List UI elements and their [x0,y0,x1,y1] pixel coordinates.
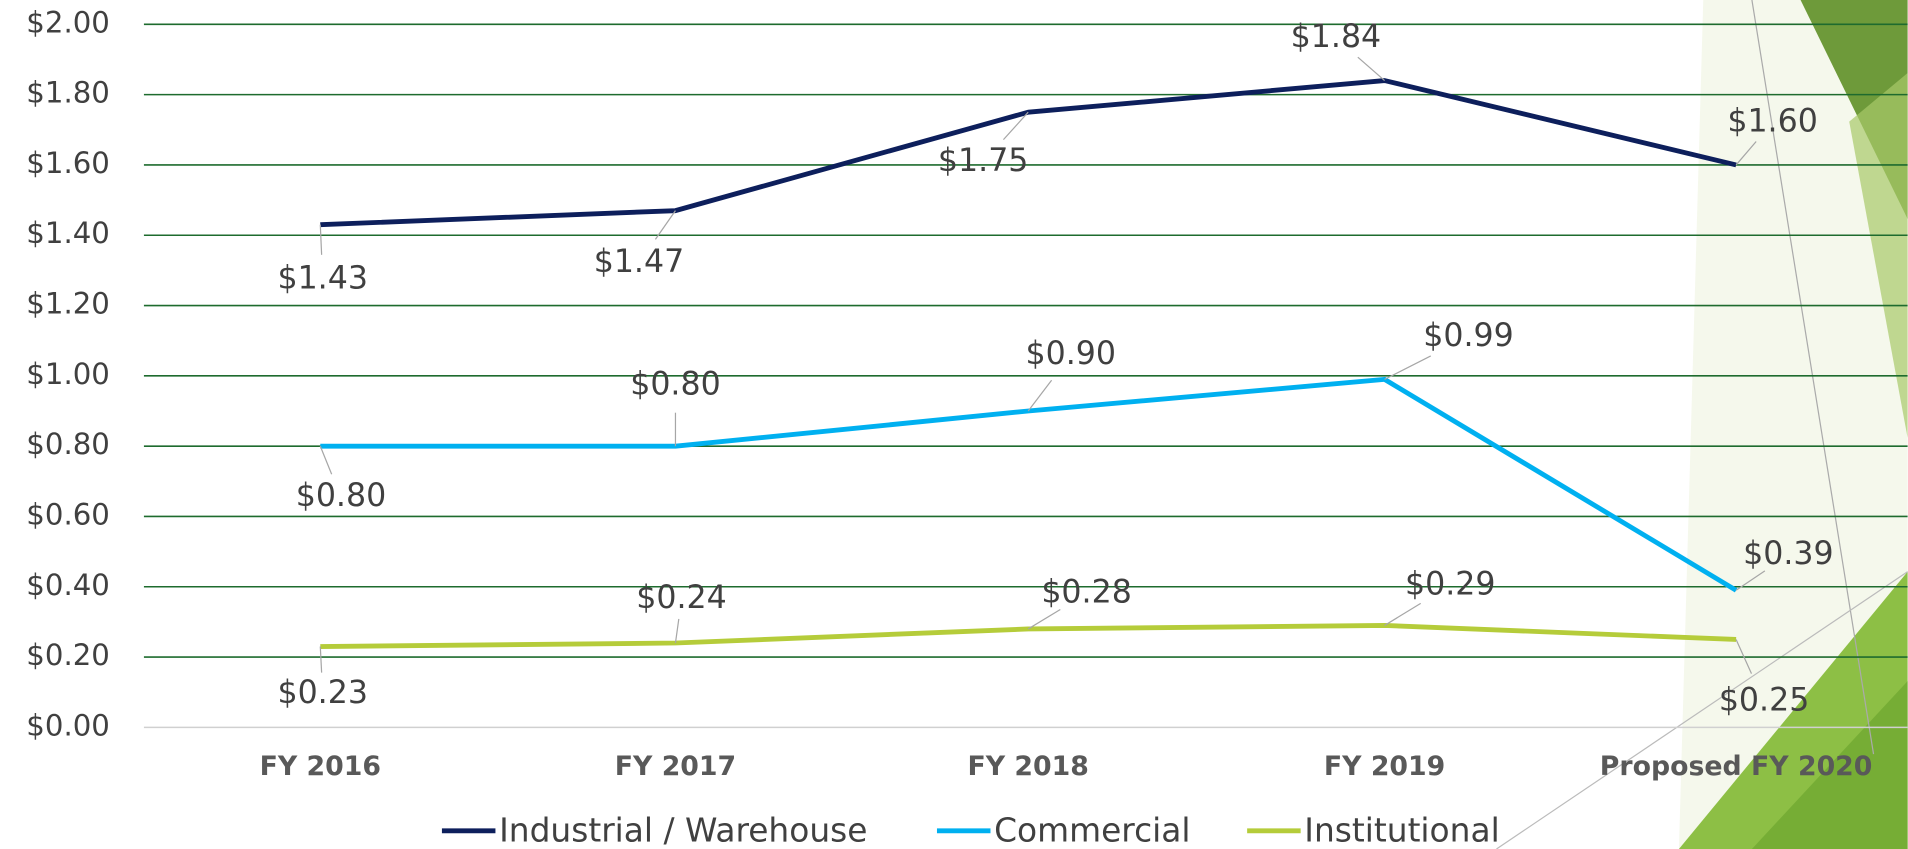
data-label: $0.23 [277,675,367,711]
y-tick-label: $1.80 [26,76,110,110]
data-label: $1.75 [938,143,1029,179]
y-tick-label: $2.00 [26,5,110,39]
y-tick-label: $0.20 [26,638,110,672]
chart: $1.43 $1.47 $1.75 $1.84 $1.60 $0.80 $0.80 $0.90… [0,0,1908,849]
data-label: $0.28 [1041,575,1132,611]
legend-label: Commercial [994,811,1190,849]
x-tick-label: FY 2016 [260,751,381,782]
leader-line [320,225,321,255]
y-tick-label: $1.40 [26,216,110,250]
leader-line [1028,380,1051,411]
data-label: $1.60 [1727,103,1818,139]
leader-line [1028,610,1060,629]
data-label: $0.99 [1423,318,1514,354]
data-label: $0.90 [1026,336,1117,372]
leader-line [320,647,321,673]
leader-line [1358,57,1385,80]
leader-line [675,619,678,643]
y-tick-label: $0.00 [26,708,110,742]
y-tick-label: $1.00 [26,357,110,391]
x-tick-label: FY 2018 [967,751,1088,782]
data-label: $1.43 [277,260,367,296]
legend-label: Industrial / Warehouse [499,811,867,849]
decoration [1496,0,1907,849]
y-tick-label: $0.80 [26,427,110,461]
y-tick-label: $0.40 [26,568,110,602]
data-label: $0.80 [630,366,721,402]
x-tick-label: FY 2019 [1324,751,1445,782]
leader-line [320,446,331,474]
data-label: $0.39 [1743,536,1834,572]
data-label: $0.25 [1719,683,1810,719]
legend-label: Institutional [1304,811,1499,849]
data-label: $0.80 [296,478,387,514]
data-label: $0.29 [1405,566,1496,602]
x-tick-label: FY 2017 [615,751,736,782]
y-tick-label: $0.60 [26,497,110,531]
data-label: $1.47 [594,244,685,280]
y-tick-label: $1.60 [26,146,110,180]
data-label: $1.84 [1291,19,1382,55]
y-tick-label: $1.20 [26,287,110,321]
leader-line [1385,603,1421,625]
x-tick-label: Proposed FY 2020 [1600,751,1873,782]
data-label: $0.24 [636,580,727,616]
series-line [320,379,1736,590]
